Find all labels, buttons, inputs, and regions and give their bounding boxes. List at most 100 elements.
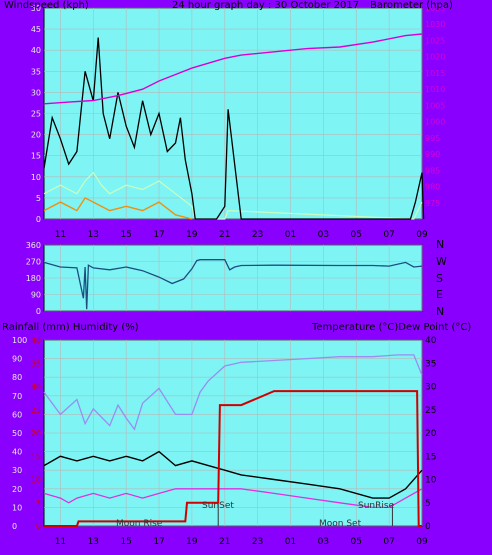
humidity-tick-label: 30 — [12, 466, 22, 475]
wind-tick-label: 5 — [36, 194, 41, 203]
annotation-sunset: SunSet — [202, 501, 234, 511]
barometer-axis-label: Barometer (hpa) — [370, 0, 453, 11]
direction-tick-label: 90 — [31, 291, 41, 300]
wind-tick-label: 10 — [31, 173, 41, 182]
direction-tick-label: 180 — [26, 274, 41, 283]
temp-x-tick-label: 19 — [186, 537, 198, 547]
wind-x-tick-label: 01 — [285, 230, 296, 240]
wind-direction-line — [43, 259, 423, 310]
wind-tick-label: 45 — [31, 25, 41, 34]
direction-tick-label: 0 — [36, 307, 41, 316]
direction-label-w: W — [436, 255, 447, 268]
wind-tick-label: 30 — [31, 88, 41, 97]
wind-tick-label: 50 — [31, 4, 41, 13]
wind-x-tick-label: 11 — [55, 230, 66, 240]
temp-x-tick-label: 11 — [55, 537, 66, 547]
temperature-tick-label: 0 — [425, 522, 431, 532]
rainfall-tick-label: 20 — [31, 429, 41, 438]
wind-x-tick-label: 15 — [120, 230, 131, 240]
wind-x-tick-label: 23 — [252, 230, 263, 240]
temp-x-tick-label: 21 — [219, 537, 230, 547]
humidity-tick-label: 10 — [12, 503, 22, 512]
humidity-line — [43, 354, 423, 431]
barometer-tick-label: 975 — [425, 199, 440, 208]
temp-x-tick-label: 15 — [120, 537, 131, 547]
wind-tick-label: 20 — [31, 131, 41, 140]
wind-x-tick-label: 07 — [383, 230, 394, 240]
rainfall-tick-label: 40 — [31, 336, 41, 345]
barometer-tick-label: 1035 — [425, 4, 445, 13]
rainfall-tick-label: 0 — [36, 522, 41, 531]
barometer-tick-label: 1025 — [425, 36, 445, 45]
barometer-tick-label: 980 — [425, 183, 440, 192]
rainfall-tick-label: 15 — [31, 452, 41, 461]
temp-x-tick-label: 17 — [153, 537, 164, 547]
wind-tick-label: 0 — [36, 215, 41, 224]
temperature-tick-label: 20 — [425, 429, 437, 439]
barometer-tick-label: 985 — [425, 166, 440, 175]
temperature-axis-label: Temperature (°C)Dew Point (°C) — [311, 322, 471, 333]
dew-point-line — [43, 488, 423, 509]
wind-tick-label: 40 — [31, 46, 41, 55]
wind-x-tick-label: 05 — [351, 230, 362, 240]
barometer-tick-label: 1020 — [425, 53, 445, 62]
temp-x-tick-label: 13 — [88, 537, 99, 547]
rainfall-tick-label: 35 — [31, 359, 41, 368]
temp-x-tick-label: 23 — [252, 537, 263, 547]
temperature-tick-label: 35 — [425, 359, 436, 369]
temperature-tick-label: 25 — [425, 406, 436, 416]
rainfall-tick-label: 5 — [36, 499, 41, 508]
wind-x-tick-label: 09 — [416, 230, 428, 240]
wind-x-tick-label: 03 — [318, 230, 329, 240]
temperature-tick-label: 5 — [425, 499, 431, 509]
humidity-tick-label: 60 — [12, 410, 22, 419]
direction-label-e: E — [436, 288, 443, 301]
temperature-line — [43, 450, 423, 499]
humidity-tick-label: 50 — [12, 429, 22, 438]
wind-tick-label: 25 — [31, 110, 41, 119]
barometer-tick-label: 995 — [425, 134, 440, 143]
wind-axis-label: Windspeed (kph) — [4, 0, 89, 11]
humidity-tick-label: 70 — [12, 392, 22, 401]
wind-lull-line — [43, 196, 193, 220]
barometer-tick-label: 1015 — [425, 69, 445, 78]
humidity-tick-label: 40 — [12, 448, 22, 457]
temp-x-tick-label: 09 — [416, 537, 428, 547]
annotation-moon-rise: Moon Rise — [116, 519, 163, 529]
annotation-moon-set: Moon Set — [319, 519, 362, 529]
rainfall-line — [44, 390, 422, 527]
temp-x-tick-label: 03 — [318, 537, 329, 547]
direction-label-n-top: N — [436, 238, 444, 251]
humidity-tick-label: 80 — [12, 373, 22, 382]
temperature-tick-label: 30 — [425, 383, 437, 393]
barometer-tick-label: 1030 — [425, 20, 445, 29]
wind-tick-label: 15 — [31, 152, 41, 161]
wind-x-tick-label: 17 — [153, 230, 164, 240]
barometer-tick-label: 1010 — [425, 85, 445, 94]
temp-x-tick-label: 05 — [351, 537, 362, 547]
wind-average-line — [43, 171, 423, 220]
rainfall-tick-label: 25 — [31, 406, 41, 415]
chart-title: 24 hour graph day : 30 October 2017 — [172, 0, 359, 11]
annotation-sunrise: SunRise — [358, 501, 395, 511]
temp-x-tick-label: 07 — [383, 537, 394, 547]
barometer-line — [43, 33, 423, 105]
temperature-tick-label: 10 — [425, 476, 437, 486]
wind-x-tick-label: 13 — [88, 230, 99, 240]
direction-tick-label: 360 — [26, 241, 41, 250]
humidity-tick-label: 90 — [12, 355, 22, 364]
wind-gust-line — [43, 37, 425, 220]
barometer-tick-label: 1000 — [425, 118, 445, 127]
direction-label-n-bottom: N — [436, 305, 444, 318]
barometer-tick-label: 1005 — [425, 101, 445, 110]
humidity-tick-label: 0 — [12, 522, 17, 531]
barometer-tick-label: 990 — [425, 150, 440, 159]
wind-x-tick-label: 21 — [219, 230, 230, 240]
rain-humidity-axis-label: Rainfall (mm) Humidity (%) — [2, 322, 139, 333]
humidity-tick-label: 20 — [12, 485, 22, 494]
rainfall-tick-label: 30 — [31, 383, 41, 392]
temperature-tick-label: 15 — [425, 452, 436, 462]
temperature-tick-label: 40 — [425, 336, 437, 346]
